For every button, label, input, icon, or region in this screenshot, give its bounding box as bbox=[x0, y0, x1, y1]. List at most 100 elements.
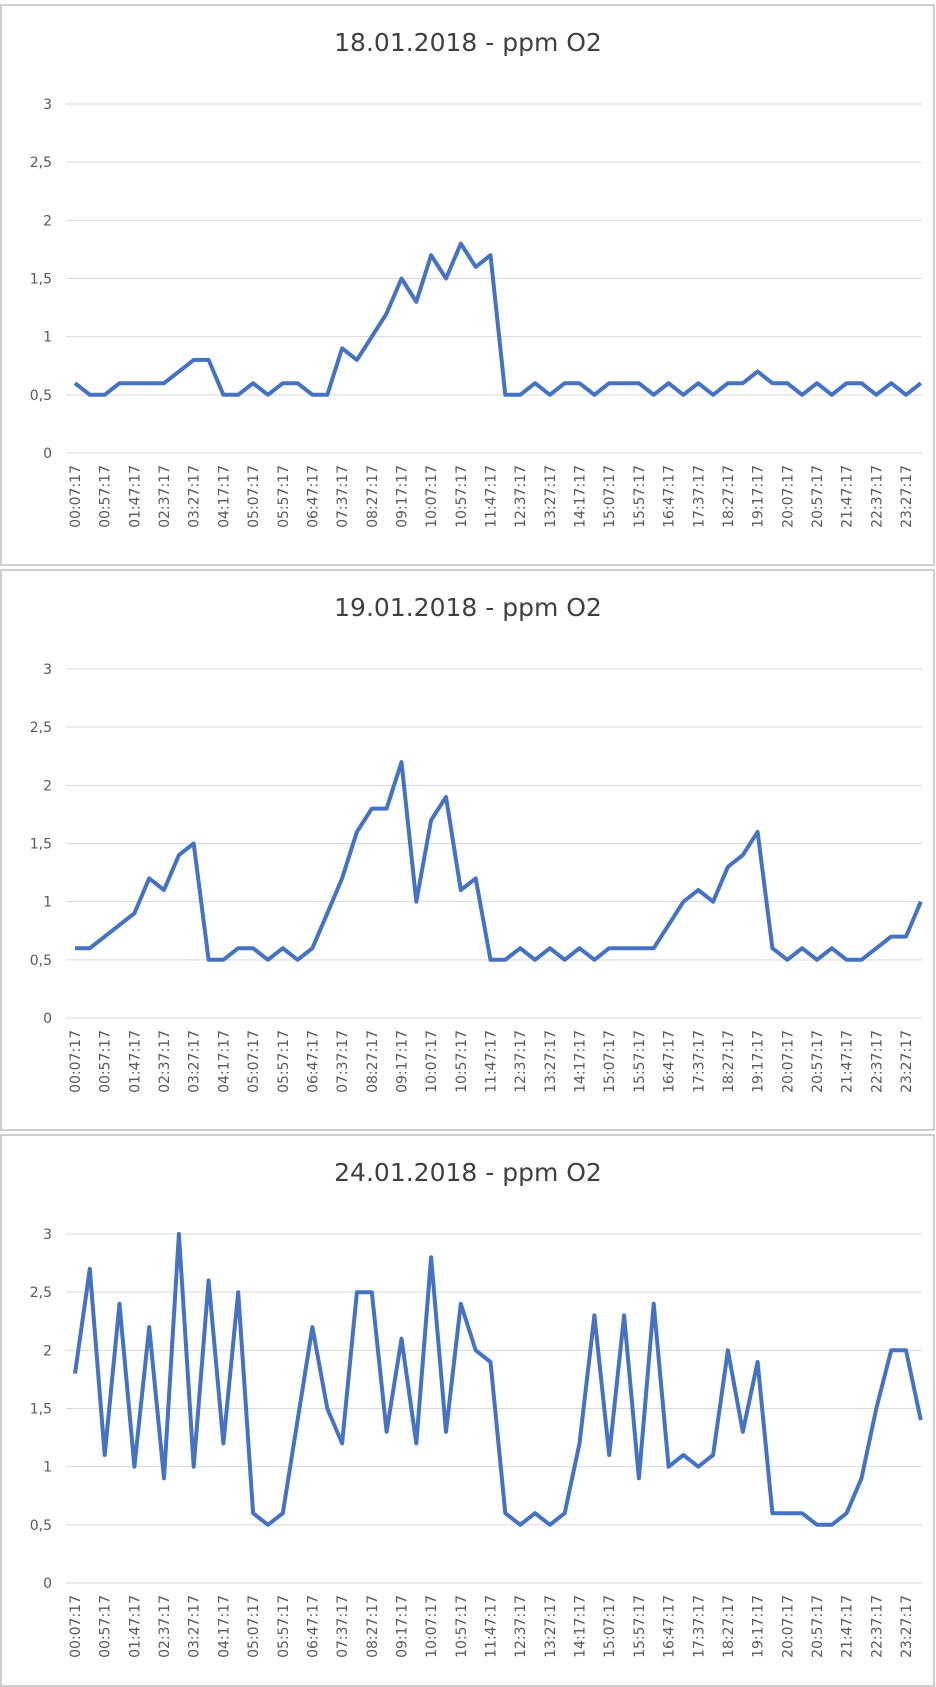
x-tick-label: 04:17:17 bbox=[216, 465, 232, 528]
x-tick-label: 20:57:17 bbox=[810, 1595, 826, 1658]
x-tick-label: 02:37:17 bbox=[157, 1595, 173, 1658]
y-tick-label: 0,5 bbox=[30, 388, 52, 404]
x-tick-label: 08:27:17 bbox=[365, 1030, 381, 1093]
x-tick-label: 01:47:17 bbox=[127, 1030, 143, 1093]
x-tick-label: 19:17:17 bbox=[751, 465, 767, 528]
x-tick-label: 22:37:17 bbox=[869, 1595, 885, 1658]
x-tick-label: 11:47:17 bbox=[484, 1030, 500, 1093]
x-tick-label: 14:17:17 bbox=[573, 1595, 589, 1658]
x-tick-label: 16:47:17 bbox=[662, 1595, 678, 1658]
x-tick-label: 00:07:17 bbox=[68, 1030, 84, 1093]
x-tick-label: 09:17:17 bbox=[394, 1595, 410, 1658]
x-tick-label: 12:37:17 bbox=[513, 1030, 529, 1093]
x-tick-label: 05:57:17 bbox=[276, 1595, 292, 1658]
x-tick-label: 09:17:17 bbox=[394, 465, 410, 528]
x-tick-label: 06:47:17 bbox=[305, 1030, 321, 1093]
y-tick-label: 0,5 bbox=[30, 1518, 52, 1534]
x-tick-label: 07:37:17 bbox=[335, 465, 351, 528]
x-tick-label: 03:27:17 bbox=[187, 1595, 203, 1658]
x-tick-label: 13:27:17 bbox=[543, 465, 559, 528]
y-tick-label: 3 bbox=[43, 662, 52, 678]
x-tick-label: 00:07:17 bbox=[68, 1595, 84, 1658]
data-line bbox=[73, 1232, 923, 1527]
x-tick-label: 20:57:17 bbox=[810, 1030, 826, 1093]
x-tick-label: 11:47:17 bbox=[484, 1595, 500, 1658]
x-tick-label: 21:47:17 bbox=[840, 465, 856, 528]
x-tick-label: 21:47:17 bbox=[840, 1595, 856, 1658]
y-tick-label: 1,5 bbox=[30, 272, 52, 288]
y-tick-label: 1,5 bbox=[30, 1402, 52, 1418]
x-tick-label: 05:07:17 bbox=[246, 1030, 262, 1093]
x-tick-label: 15:07:17 bbox=[602, 1030, 618, 1093]
x-tick-label: 19:17:17 bbox=[751, 1595, 767, 1658]
x-tick-label: 18:27:17 bbox=[721, 1030, 737, 1093]
x-tick-label: 03:27:17 bbox=[187, 1030, 203, 1093]
y-tick-label: 1 bbox=[43, 895, 52, 911]
y-tick-label: 2,5 bbox=[30, 155, 52, 171]
x-tick-label: 13:27:17 bbox=[543, 1595, 559, 1658]
x-tick-label: 15:07:17 bbox=[602, 465, 618, 528]
x-tick-label: 10:07:17 bbox=[424, 1595, 440, 1658]
x-tick-label: 00:57:17 bbox=[98, 465, 114, 528]
x-tick-label: 18:27:17 bbox=[721, 1595, 737, 1658]
x-tick-label: 05:07:17 bbox=[246, 1595, 262, 1658]
panel-border bbox=[0, 1134, 935, 1687]
x-tick-label: 21:47:17 bbox=[840, 1030, 856, 1093]
x-tick-label: 14:17:17 bbox=[573, 465, 589, 528]
x-tick-label: 04:17:17 bbox=[216, 1595, 232, 1658]
x-tick-label: 00:57:17 bbox=[98, 1595, 114, 1658]
x-tick-label: 02:37:17 bbox=[157, 465, 173, 528]
x-tick-label: 07:37:17 bbox=[335, 1030, 351, 1093]
data-line bbox=[73, 241, 923, 397]
chart-title: 18.01.2018 - ppm O2 bbox=[334, 28, 602, 57]
x-tick-label: 16:47:17 bbox=[662, 465, 678, 528]
x-tick-label: 05:57:17 bbox=[276, 1030, 292, 1093]
y-tick-label: 3 bbox=[43, 97, 52, 113]
x-tick-label: 10:57:17 bbox=[454, 1030, 470, 1093]
x-tick-label: 15:57:17 bbox=[632, 465, 648, 528]
x-tick-label: 08:27:17 bbox=[365, 465, 381, 528]
x-tick-label: 10:57:17 bbox=[454, 465, 470, 528]
x-tick-label: 11:47:17 bbox=[484, 465, 500, 528]
x-tick-label: 12:37:17 bbox=[513, 1595, 529, 1658]
x-tick-label: 09:17:17 bbox=[394, 1030, 410, 1093]
x-tick-label: 20:07:17 bbox=[780, 465, 796, 528]
y-tick-label: 2 bbox=[43, 1343, 52, 1359]
x-tick-label: 10:07:17 bbox=[424, 1030, 440, 1093]
y-tick-label: 0,5 bbox=[30, 953, 52, 969]
x-tick-label: 08:27:17 bbox=[365, 1595, 381, 1658]
x-tick-label: 18:27:17 bbox=[721, 465, 737, 528]
x-tick-label: 23:27:17 bbox=[899, 1030, 915, 1093]
x-tick-label: 06:47:17 bbox=[305, 465, 321, 528]
x-tick-label: 10:07:17 bbox=[424, 465, 440, 528]
y-tick-label: 1 bbox=[43, 330, 52, 346]
y-tick-label: 0 bbox=[43, 1576, 52, 1592]
x-tick-label: 04:17:17 bbox=[216, 1030, 232, 1093]
x-tick-label: 16:47:17 bbox=[662, 1030, 678, 1093]
y-tick-label: 2 bbox=[43, 778, 52, 794]
y-tick-label: 1,5 bbox=[30, 837, 52, 853]
chart-title: 19.01.2018 - ppm O2 bbox=[334, 593, 602, 622]
x-tick-label: 17:37:17 bbox=[691, 465, 707, 528]
x-tick-label: 03:27:17 bbox=[187, 465, 203, 528]
x-tick-label: 00:57:17 bbox=[98, 1030, 114, 1093]
x-tick-label: 19:17:17 bbox=[751, 1030, 767, 1093]
x-tick-label: 00:07:17 bbox=[68, 465, 84, 528]
x-tick-label: 14:17:17 bbox=[573, 1030, 589, 1093]
data-line bbox=[75, 760, 923, 962]
panel-border bbox=[0, 569, 935, 1131]
y-tick-label: 2,5 bbox=[30, 720, 52, 736]
x-tick-label: 17:37:17 bbox=[691, 1595, 707, 1658]
x-tick-label: 22:37:17 bbox=[869, 465, 885, 528]
x-tick-label: 20:07:17 bbox=[780, 1595, 796, 1658]
x-tick-label: 20:07:17 bbox=[780, 1030, 796, 1093]
y-tick-label: 0 bbox=[43, 446, 52, 462]
x-tick-label: 12:37:17 bbox=[513, 465, 529, 528]
x-tick-label: 23:27:17 bbox=[899, 1595, 915, 1658]
y-tick-label: 0 bbox=[43, 1011, 52, 1027]
x-tick-label: 13:27:17 bbox=[543, 1030, 559, 1093]
y-tick-label: 2 bbox=[43, 213, 52, 229]
x-tick-label: 15:07:17 bbox=[602, 1595, 618, 1658]
chart-title: 24.01.2018 - ppm O2 bbox=[334, 1158, 602, 1187]
